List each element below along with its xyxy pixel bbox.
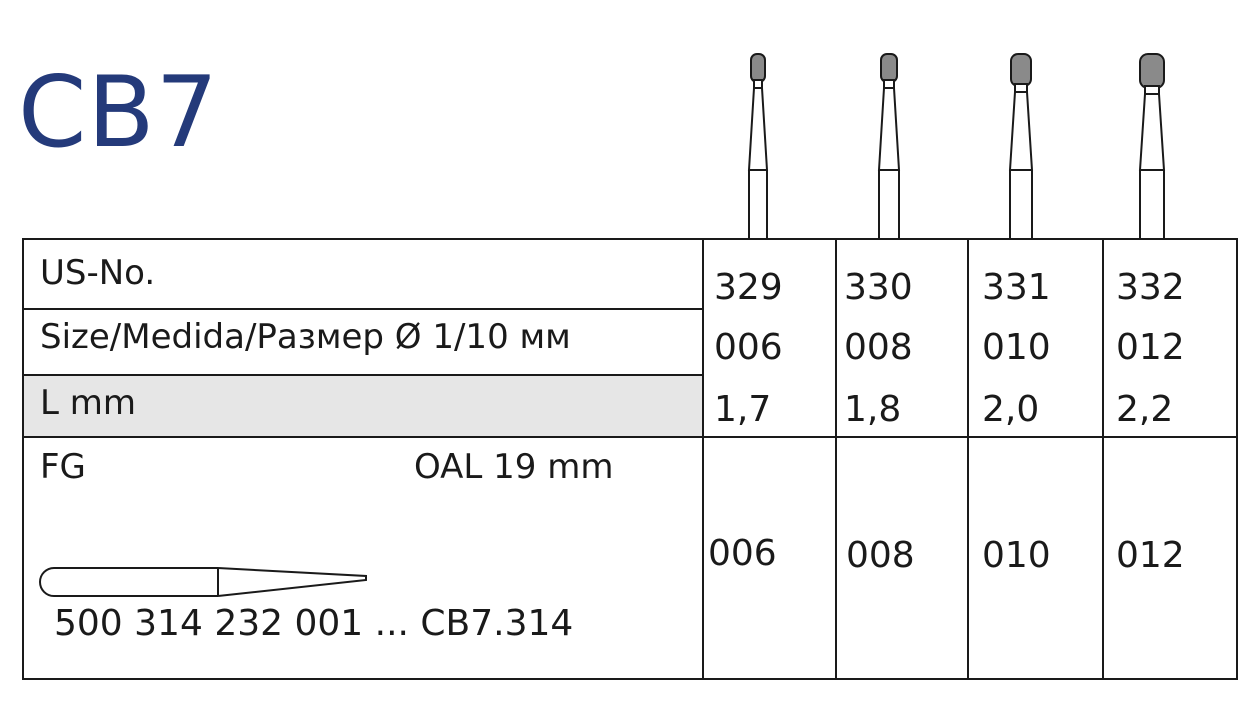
length-value: 2,0 [982,389,1040,430]
us-no-value: 330 [844,267,913,308]
us-no-value: 331 [982,267,1051,308]
order-code-value: 008 [846,535,915,576]
us-no-value: 329 [714,267,783,308]
size-value: 012 [1116,327,1185,368]
length-label: L mm [40,383,136,423]
oal-label: OAL 19 mm [414,447,614,487]
shank-drawing-icon [39,567,367,597]
table-divider [22,238,1238,240]
order-code: 500 314 232 001 ... CB7.314 [54,603,574,644]
table-divider [22,436,1238,438]
table-divider [22,238,24,680]
order-code-value: 010 [982,535,1051,576]
us-no-label: US-No. [40,253,156,293]
page-title: CB7 [18,56,220,170]
table-divider [22,374,702,376]
table-divider [22,308,702,310]
bur-icon [1008,53,1034,240]
size-value: 010 [982,327,1051,368]
us-no-value: 332 [1116,267,1185,308]
grey-row-background [22,374,702,436]
order-code-value: 006 [708,533,777,574]
bur-icon [877,53,901,240]
table-divider [1236,238,1238,680]
bur-icon [747,53,769,240]
table-divider [702,238,704,680]
table-divider [22,678,1238,680]
size-value: 008 [844,327,913,368]
length-value: 1,7 [714,389,772,430]
bur-icon [1138,53,1166,240]
size-label: Size/Medida/Размер Ø 1/10 мм [40,317,571,357]
table-divider [1102,238,1104,680]
size-value: 006 [714,327,783,368]
length-value: 1,8 [844,389,902,430]
order-code-value: 012 [1116,535,1185,576]
shank-label: FG [40,447,86,487]
spec-table: US-No. Size/Medida/Размер Ø 1/10 мм L mm… [22,238,1238,680]
table-divider [967,238,969,680]
table-divider [835,238,837,680]
length-value: 2,2 [1116,389,1174,430]
